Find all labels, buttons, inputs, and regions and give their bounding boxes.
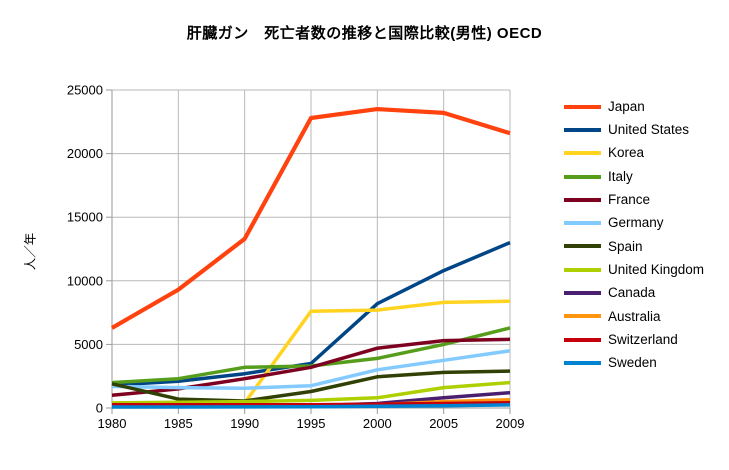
x-tick-label: 2000 xyxy=(363,416,392,431)
y-tick-label: 15000 xyxy=(67,210,103,225)
legend-label: Spain xyxy=(608,238,643,254)
series-line-united-states xyxy=(111,240,511,387)
legend-line-swatch xyxy=(564,197,601,202)
legend-line-swatch xyxy=(564,314,601,319)
legend-label: Japan xyxy=(608,98,645,114)
series-line-switzerland xyxy=(112,400,511,407)
y-tick-label: 0 xyxy=(96,401,103,416)
legend-label: Sweden xyxy=(608,355,657,371)
legend-line-swatch xyxy=(564,360,601,365)
series-line-germany xyxy=(111,349,511,391)
legend-label: United Kingdom xyxy=(608,261,705,277)
legend-label: Switzerland xyxy=(608,331,678,347)
legend-label: Korea xyxy=(608,145,645,161)
legend-label: Italy xyxy=(608,168,633,184)
legend-item-united-states: United States xyxy=(564,118,704,141)
legend-line-swatch xyxy=(564,244,601,249)
series-line-japan xyxy=(110,106,511,330)
legend-line-swatch xyxy=(564,291,601,296)
y-tick-label: 10000 xyxy=(67,273,103,288)
legend-line-swatch xyxy=(564,151,601,156)
series-line-sweden xyxy=(112,403,511,409)
legend-item-switzerland: Switzerland xyxy=(564,328,704,351)
x-tick-label: 1990 xyxy=(230,416,259,431)
legend-item-canada: Canada xyxy=(564,281,704,304)
legend-item-france: France xyxy=(564,188,704,211)
legend-item-spain: Spain xyxy=(564,235,704,258)
legend-label: Germany xyxy=(608,215,664,231)
legend-item-sweden: Sweden xyxy=(564,351,704,374)
legend-label: Canada xyxy=(608,285,656,301)
legend-label: Australia xyxy=(608,308,661,324)
x-tick-label: 1980 xyxy=(98,416,127,431)
legend-line-swatch xyxy=(564,104,601,109)
legend-item-italy: Italy xyxy=(564,165,704,188)
legend-line-swatch xyxy=(564,337,601,342)
y-tick-label: 5000 xyxy=(74,337,103,352)
x-tick-label: 2005 xyxy=(429,416,458,431)
chart-title: 肝臓ガン 死亡者数の推移と国際比較(男性) OECD xyxy=(186,25,543,42)
legend: Japan United States Korea Italy France German… xyxy=(564,95,704,375)
legend-item-germany: Germany xyxy=(564,211,704,234)
legend-line-swatch xyxy=(564,221,601,226)
legend-item-australia: Australia xyxy=(564,305,704,328)
legend-label: France xyxy=(608,192,651,208)
x-tick-label: 2009 xyxy=(496,416,525,431)
y-tick-label: 20000 xyxy=(67,146,103,161)
series-line-spain xyxy=(111,369,511,403)
legend-line-swatch xyxy=(564,174,601,179)
series-line-united-kingdom xyxy=(111,380,511,405)
legend-label: United States xyxy=(608,122,690,138)
legend-item-japan: Japan xyxy=(564,95,704,118)
x-tick-label: 1995 xyxy=(297,416,326,431)
legend-line-swatch xyxy=(564,127,601,132)
legend-line-swatch xyxy=(564,267,601,272)
legend-item-korea: Korea xyxy=(564,142,704,165)
legend-item-united-kingdom: United Kingdom xyxy=(564,258,704,281)
y-tick-label: 25000 xyxy=(67,83,103,98)
x-tick-label: 1985 xyxy=(164,416,193,431)
